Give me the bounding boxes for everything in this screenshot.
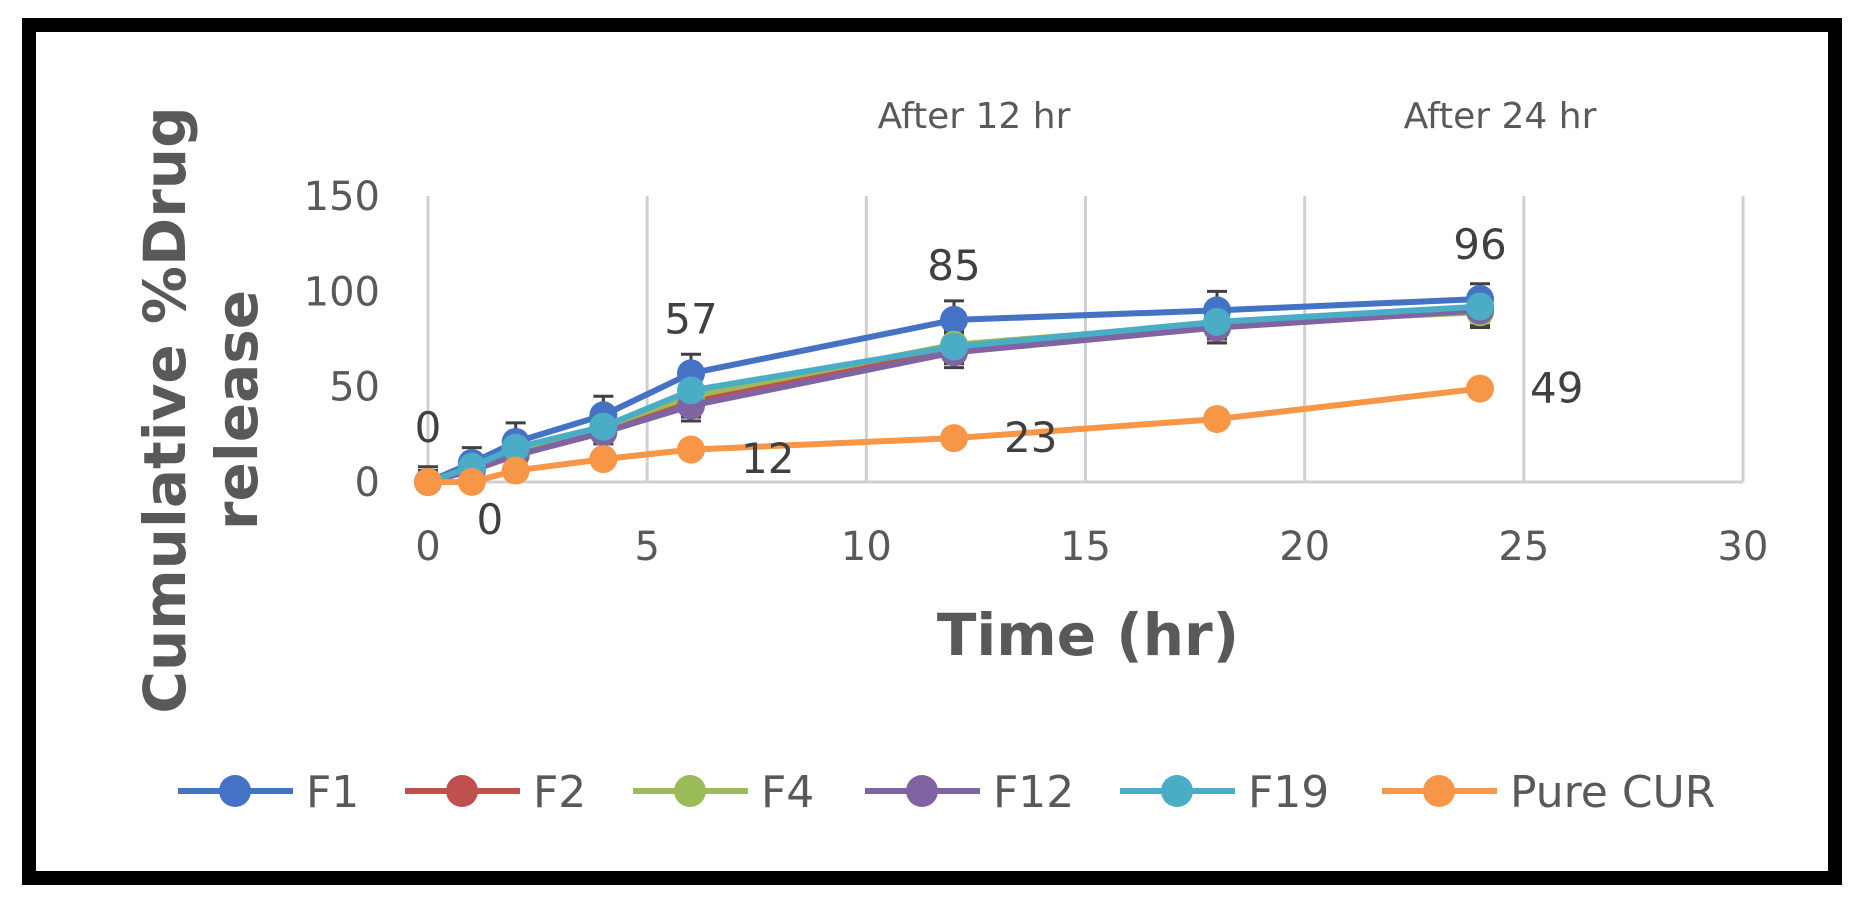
data-point-pure-cur: [501, 456, 530, 485]
data-label: 57: [664, 294, 717, 343]
y-axis-title: Cumulative %Drugrelease: [131, 106, 271, 713]
legend-marker-f2: [446, 775, 478, 807]
legend-label-f19: F19: [1248, 767, 1329, 818]
data-point-f1: [940, 305, 968, 334]
annotation-label: After 12 hr: [878, 96, 1071, 137]
legend-marker-f12: [906, 775, 938, 807]
y-axis-title-line-1: Cumulative %Drug: [131, 106, 199, 713]
x-tick-label: 25: [1498, 524, 1549, 570]
legend-label-f2: F2: [533, 767, 586, 818]
data-point-f19: [677, 376, 705, 405]
data-point-pure-cur: [457, 468, 486, 496]
y-tick-label: 150: [304, 174, 380, 220]
annotation-label: After 24 hr: [1404, 96, 1597, 137]
y-axis-title-line-2: release: [203, 290, 271, 530]
data-label: 12: [741, 434, 794, 483]
x-axis-title: Time (hr): [937, 601, 1239, 669]
x-tick-label: 30: [1718, 524, 1769, 570]
data-label: 96: [1453, 220, 1506, 269]
data-label: 0: [415, 403, 442, 452]
data-point-f19: [501, 433, 530, 462]
y-tick-label: 0: [355, 460, 380, 506]
legend-label-pure-cur: Pure CUR: [1510, 767, 1715, 818]
x-tick-label: 5: [634, 524, 659, 570]
x-tick-label: 10: [841, 524, 892, 570]
legend-marker-f4: [674, 775, 706, 807]
data-label: 23: [1004, 413, 1057, 462]
data-point-pure-cur: [1203, 405, 1231, 434]
legend-marker-f19: [1161, 775, 1193, 807]
data-point-pure-cur: [677, 435, 705, 464]
data-point-pure-cur: [589, 445, 618, 474]
data-point-pure-cur: [940, 424, 968, 453]
legend-marker-pure-cur: [1423, 775, 1455, 807]
data-point-f19: [589, 412, 618, 441]
x-tick-label: 15: [1060, 524, 1111, 570]
x-tick-label: 20: [1279, 524, 1330, 570]
data-point-pure-cur: [1466, 374, 1494, 403]
y-tick-label: 100: [304, 269, 380, 315]
data-point-f19: [1466, 292, 1494, 321]
data-point-f19: [940, 332, 968, 361]
legend-label-f12: F12: [993, 767, 1074, 818]
data-label: 85: [927, 241, 980, 290]
data-label: 0: [476, 495, 503, 544]
chart-frame: [22, 18, 1842, 885]
y-tick-label: 50: [329, 365, 380, 411]
data-point-pure-cur: [414, 468, 442, 496]
x-tick-label: 0: [415, 524, 440, 570]
data-label: 49: [1530, 364, 1583, 413]
legend-label-f1: F1: [306, 767, 359, 818]
legend-label-f4: F4: [761, 767, 814, 818]
legend-marker-f1: [219, 775, 251, 807]
data-point-f19: [1203, 307, 1231, 336]
